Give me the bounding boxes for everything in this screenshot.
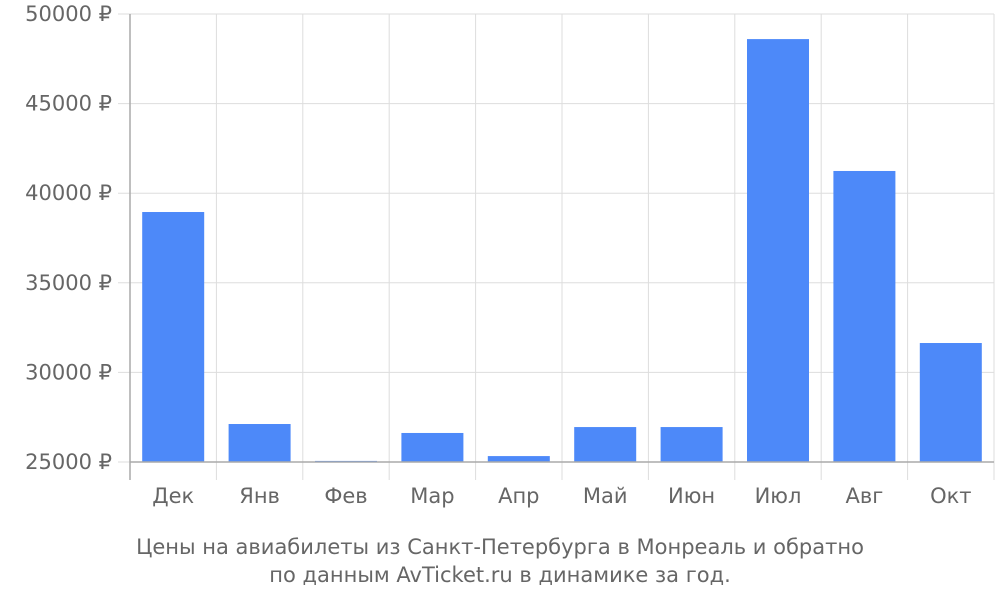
x-tick-label: Окт: [930, 484, 971, 508]
y-tick-label: 25000 ₽: [25, 450, 112, 474]
x-tick-label: Мар: [410, 484, 454, 508]
chart-title: Цены на авиабилеты из Санкт-Петербурга в…: [136, 535, 864, 559]
x-tick-label: Авг: [846, 484, 884, 508]
bar: [228, 424, 291, 462]
bar: [401, 432, 464, 462]
y-tick-label: 50000 ₽: [25, 2, 112, 26]
bar: [660, 427, 723, 462]
x-tick-label: Дек: [152, 484, 194, 508]
bar: [574, 427, 637, 462]
x-tick-label: Апр: [498, 484, 539, 508]
y-tick-label: 30000 ₽: [25, 360, 112, 384]
x-tick-label: Май: [583, 484, 628, 508]
bar: [919, 343, 982, 462]
chart-subtitle: по данным AvTicket.ru в динамике за год.: [269, 563, 731, 587]
y-tick-label: 35000 ₽: [25, 271, 112, 295]
bar: [747, 39, 809, 462]
x-tick-label: Фев: [324, 484, 367, 508]
x-tick-label: Июл: [755, 484, 802, 508]
y-tick-label: 40000 ₽: [25, 181, 112, 205]
bar: [142, 212, 205, 462]
y-tick-label: 45000 ₽: [25, 92, 112, 116]
x-tick-label: Янв: [239, 484, 280, 508]
bar: [487, 456, 550, 462]
x-tick-label: Июн: [668, 484, 715, 508]
bar: [833, 170, 896, 463]
